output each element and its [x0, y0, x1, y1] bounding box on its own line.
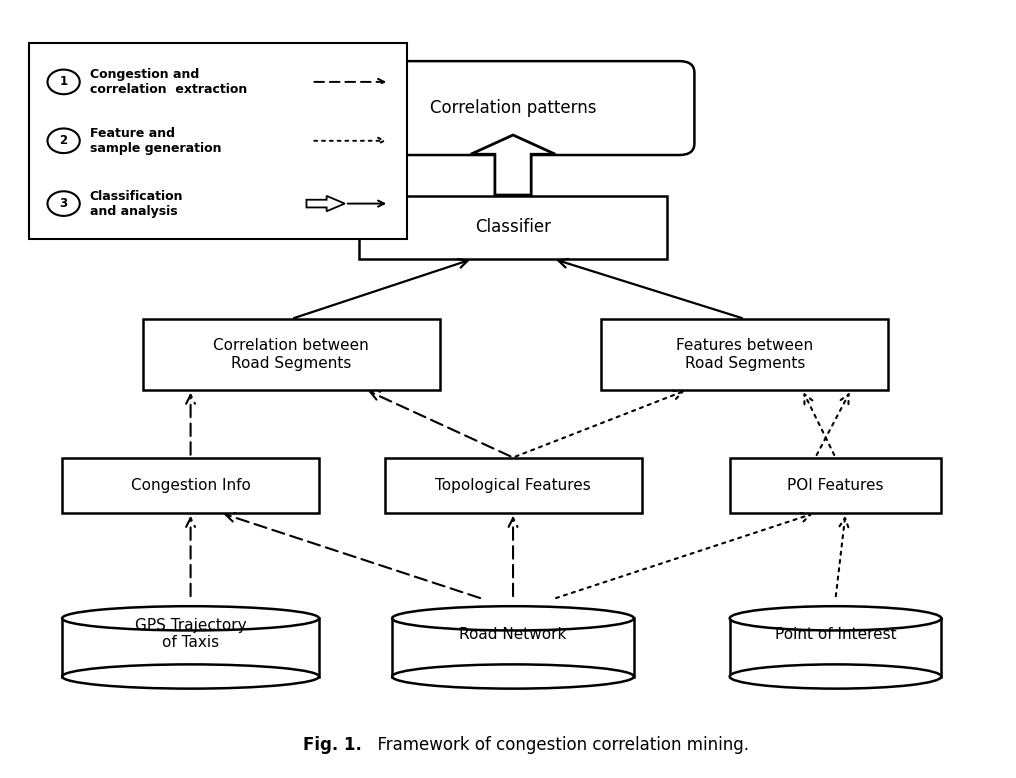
FancyBboxPatch shape [62, 457, 319, 513]
Text: Feature and
sample generation: Feature and sample generation [89, 127, 221, 155]
FancyBboxPatch shape [142, 319, 440, 390]
Circle shape [48, 128, 79, 153]
FancyBboxPatch shape [29, 43, 407, 239]
FancyBboxPatch shape [385, 457, 641, 513]
Text: POI Features: POI Features [787, 478, 884, 492]
Text: Congestion Info: Congestion Info [131, 478, 251, 492]
Text: 2: 2 [60, 135, 68, 147]
FancyBboxPatch shape [729, 457, 941, 513]
Ellipse shape [729, 664, 941, 689]
Circle shape [48, 191, 79, 216]
Polygon shape [470, 135, 556, 195]
Bar [729, 619, 941, 677]
Circle shape [48, 69, 79, 94]
Text: Classification
and analysis: Classification and analysis [89, 190, 183, 218]
Text: Classifier: Classifier [475, 219, 551, 237]
Text: Correlation patterns: Correlation patterns [430, 99, 596, 117]
Bar [62, 619, 319, 677]
Text: Congestion and
correlation  extraction: Congestion and correlation extraction [89, 68, 247, 96]
Ellipse shape [392, 664, 634, 689]
Text: Fig. 1.: Fig. 1. [303, 735, 362, 754]
Text: Topological Features: Topological Features [435, 478, 591, 492]
Polygon shape [307, 196, 344, 212]
Text: GPS Trajectory
of Taxis: GPS Trajectory of Taxis [135, 618, 247, 650]
Bar [392, 619, 634, 677]
Ellipse shape [62, 606, 319, 630]
Ellipse shape [392, 606, 634, 630]
Text: Features between
Road Segments: Features between Road Segments [677, 338, 814, 370]
Text: 1: 1 [60, 75, 68, 89]
Text: Road Network: Road Network [459, 626, 567, 642]
FancyBboxPatch shape [360, 196, 666, 259]
Text: Point of Interest: Point of Interest [774, 626, 896, 642]
Ellipse shape [729, 606, 941, 630]
Ellipse shape [62, 664, 319, 689]
Text: Framework of congestion correlation mining.: Framework of congestion correlation mini… [367, 735, 749, 754]
FancyBboxPatch shape [601, 319, 888, 390]
FancyBboxPatch shape [331, 61, 694, 155]
Text: 3: 3 [60, 197, 68, 210]
Text: Correlation between
Road Segments: Correlation between Road Segments [213, 338, 369, 370]
